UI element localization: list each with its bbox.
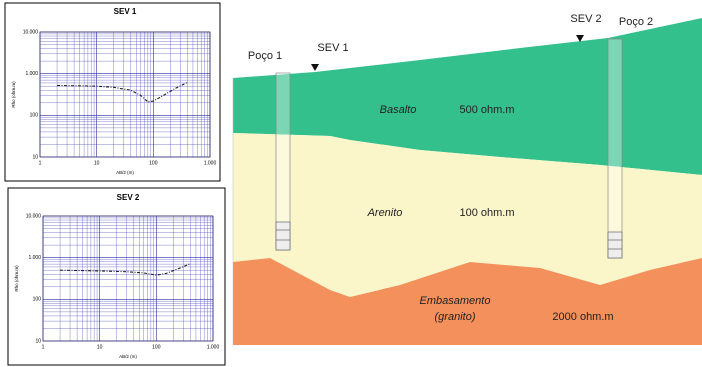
x-tick-label: 1.000: [207, 344, 220, 350]
y-tick-label: 10: [32, 154, 38, 160]
chart-title: SEV 2: [117, 193, 140, 202]
plot-area: [40, 32, 210, 157]
well-screen: [276, 222, 290, 250]
x-tick-label: 10: [94, 160, 100, 166]
y-axis-label: Rho (ohm.m): [11, 81, 16, 108]
layer-resistivity: 2000 ohm.m: [552, 311, 613, 323]
well-label: Poço 2: [619, 16, 653, 28]
layer-resistivity: 500 ohm.m: [459, 104, 514, 116]
well-screen: [608, 232, 622, 258]
layer-name: Arenito: [367, 207, 403, 219]
y-tick-label: 1.000: [28, 255, 41, 261]
plot-area: [43, 216, 213, 341]
y-axis-label: Rho (ohm.m): [14, 265, 19, 292]
y-tick-label: 10.000: [26, 213, 42, 219]
layer-name: Basalto: [380, 104, 417, 116]
y-tick-label: 10.000: [23, 29, 39, 35]
well: [608, 39, 622, 258]
x-tick-label: 100: [152, 344, 161, 350]
x-tick-label: 10: [97, 344, 103, 350]
x-axis-label: AB/2 (m): [119, 354, 137, 359]
x-tick-label: 1.000: [204, 160, 217, 166]
chart-title: SEV 1: [114, 7, 137, 16]
y-tick-label: 100: [33, 297, 42, 303]
sev-marker: [311, 64, 319, 71]
figure: Poço 1 SEV 1 SEV 2 Poço 2 Basalto 500 oh…: [0, 0, 702, 367]
layer-resistivity: 100 ohm.m: [459, 207, 514, 219]
x-tick-label: 100: [149, 160, 158, 166]
y-tick-label: 10: [35, 338, 41, 344]
x-tick-label: 1: [39, 160, 42, 166]
sev-label: SEV 1: [317, 42, 348, 54]
layer-name: (granito): [435, 311, 476, 323]
layer-name: Embasamento: [420, 295, 491, 307]
well-label: Poço 1: [248, 50, 282, 62]
x-axis-label: AB/2 (m): [116, 170, 134, 175]
y-tick-label: 1.000: [25, 71, 38, 77]
x-tick-label: 1: [42, 344, 45, 350]
page: {"chart_data": [ {"type": "line", "title…: [0, 0, 702, 367]
cross-section: Poço 1 SEV 1 SEV 2 Poço 2 Basalto 500 oh…: [233, 13, 702, 345]
sev-label: SEV 2: [570, 13, 601, 25]
y-tick-label: 100: [30, 113, 39, 119]
